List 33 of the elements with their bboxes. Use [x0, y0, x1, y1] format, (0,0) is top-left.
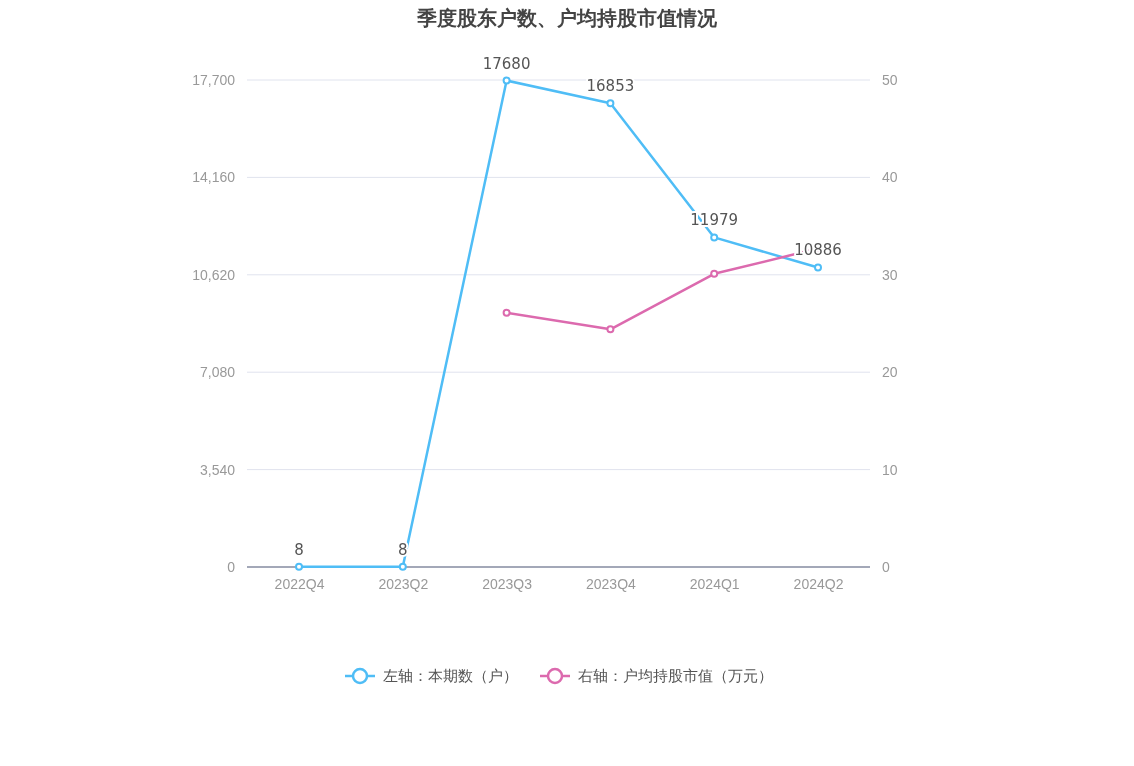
chart-title: 季度股东户数、户均持股市值情况 [416, 6, 718, 30]
y-tick-label: 3,540 [199, 461, 236, 478]
legend-label: 左轴：本期数（户） [383, 667, 518, 685]
point [502, 76, 511, 85]
y2-tick-label: 10 [882, 461, 898, 478]
point [710, 233, 719, 242]
x-tick-label: 2023Q4 [585, 575, 637, 592]
x-tick-label: 2023Q2 [378, 575, 429, 592]
point [502, 308, 511, 317]
point [606, 99, 615, 108]
y2-tick-label: 30 [882, 266, 898, 283]
x-tick-label: 2024Q2 [793, 575, 844, 592]
point [295, 562, 303, 571]
data-label: 17680 [482, 54, 531, 73]
point [814, 263, 822, 272]
y2-tick-label: 40 [882, 169, 898, 186]
y-tick-label: 0 [227, 558, 236, 575]
y-tick-label: 7,080 [199, 364, 236, 381]
x-tick-label: 2024Q1 [689, 575, 740, 592]
y2-tick-label: 50 [882, 71, 898, 88]
x-tick-label: 2022Q4 [274, 575, 325, 592]
data-label: 8 [294, 540, 304, 559]
legend-label: 右轴：户均持股市值（万元） [578, 667, 773, 685]
y-tick-label: 17,700 [192, 71, 236, 88]
y-tick-label: 10,620 [192, 266, 236, 283]
data-label: 16853 [586, 77, 635, 96]
y2-tick-label: 0 [882, 558, 890, 575]
point [398, 562, 407, 571]
y-tick-label: 14,160 [192, 169, 236, 186]
y2-tick-label: 20 [882, 364, 898, 381]
x-tick-label: 2023Q3 [482, 575, 533, 592]
point [710, 269, 719, 278]
point [606, 325, 615, 334]
